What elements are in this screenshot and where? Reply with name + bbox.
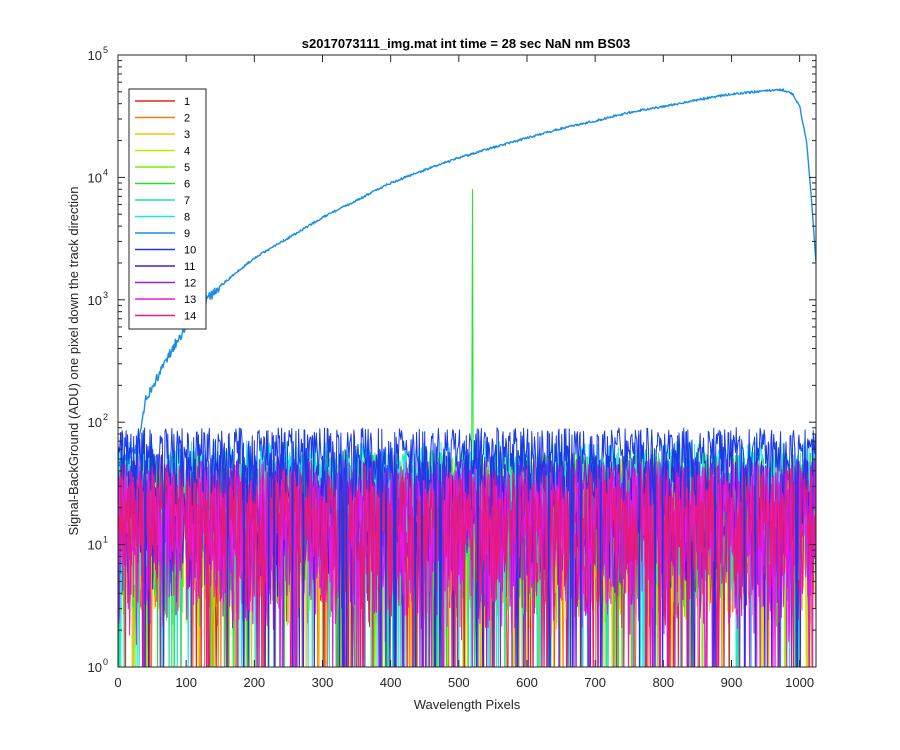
- legend-label: 6: [184, 179, 190, 191]
- y-tick-exponent: 0: [103, 657, 108, 667]
- y-axis-label: Signal-BackGround (ADU) one pixel down t…: [66, 186, 81, 535]
- y-tick-exponent: 5: [103, 45, 108, 55]
- chart-title: s2017073111_img.mat int time = 28 sec Na…: [302, 36, 630, 51]
- series-line-9: [118, 88, 816, 468]
- legend-box: [128, 88, 207, 330]
- y-tick-exponent: 2: [103, 412, 108, 422]
- y-tick-label: 10: [88, 48, 102, 63]
- legend-label: 5: [184, 162, 190, 174]
- x-axis: 0 100 200 300 400 500 600 700 800 900 1000: [114, 55, 814, 690]
- x-tick-label: 800: [652, 675, 674, 690]
- x-tick-label: 0: [114, 675, 121, 690]
- legend-label: 13: [184, 294, 196, 306]
- legend-label: 4: [184, 146, 190, 158]
- legend-label: 3: [184, 129, 190, 141]
- legend-label: 12: [184, 278, 196, 290]
- y-tick-exponent: 4: [103, 167, 108, 177]
- y-tick-exponent: 1: [103, 535, 108, 545]
- legend-label: 10: [184, 245, 196, 257]
- x-tick-label: 700: [584, 675, 606, 690]
- x-tick-label: 200: [243, 675, 265, 690]
- plot-area: [117, 54, 817, 668]
- legend-label: 11: [184, 261, 195, 273]
- series-group: [118, 88, 816, 667]
- x-tick-label: 300: [312, 675, 334, 690]
- x-tick-label: 1000: [785, 675, 814, 690]
- y-tick-base: 10: [88, 48, 102, 63]
- y-tick-base: 10: [88, 660, 102, 675]
- y-tick-label: 10: [88, 415, 102, 430]
- series-line-14: [118, 464, 816, 667]
- y-tick-label: 10: [88, 538, 102, 553]
- legend-label: 8: [184, 212, 190, 224]
- y-tick-base: 10: [88, 170, 102, 185]
- series-line-10: [118, 427, 816, 667]
- x-tick-label: 900: [721, 675, 743, 690]
- y-tick-base: 10: [88, 415, 102, 430]
- x-tick-label: 500: [448, 675, 470, 690]
- axes-box: [117, 54, 817, 668]
- y-tick-exponent: 3: [103, 290, 108, 300]
- y-tick-label: 10: [88, 293, 102, 308]
- x-tick-label: 400: [380, 675, 402, 690]
- legend-label: 2: [184, 113, 190, 125]
- y-tick-base: 10: [88, 293, 102, 308]
- legend-label: 9: [184, 228, 190, 240]
- x-axis-label: Wavelength Pixels: [414, 697, 521, 712]
- y-tick-label: 10: [88, 660, 102, 675]
- legend-label: 14: [184, 311, 196, 323]
- y-tick-label: 10: [88, 170, 102, 185]
- y-tick-base: 10: [88, 538, 102, 553]
- x-tick-label: 600: [516, 675, 538, 690]
- x-tick-label: 100: [175, 675, 197, 690]
- legend-label: 7: [184, 195, 190, 207]
- legend-label: 1: [184, 96, 190, 108]
